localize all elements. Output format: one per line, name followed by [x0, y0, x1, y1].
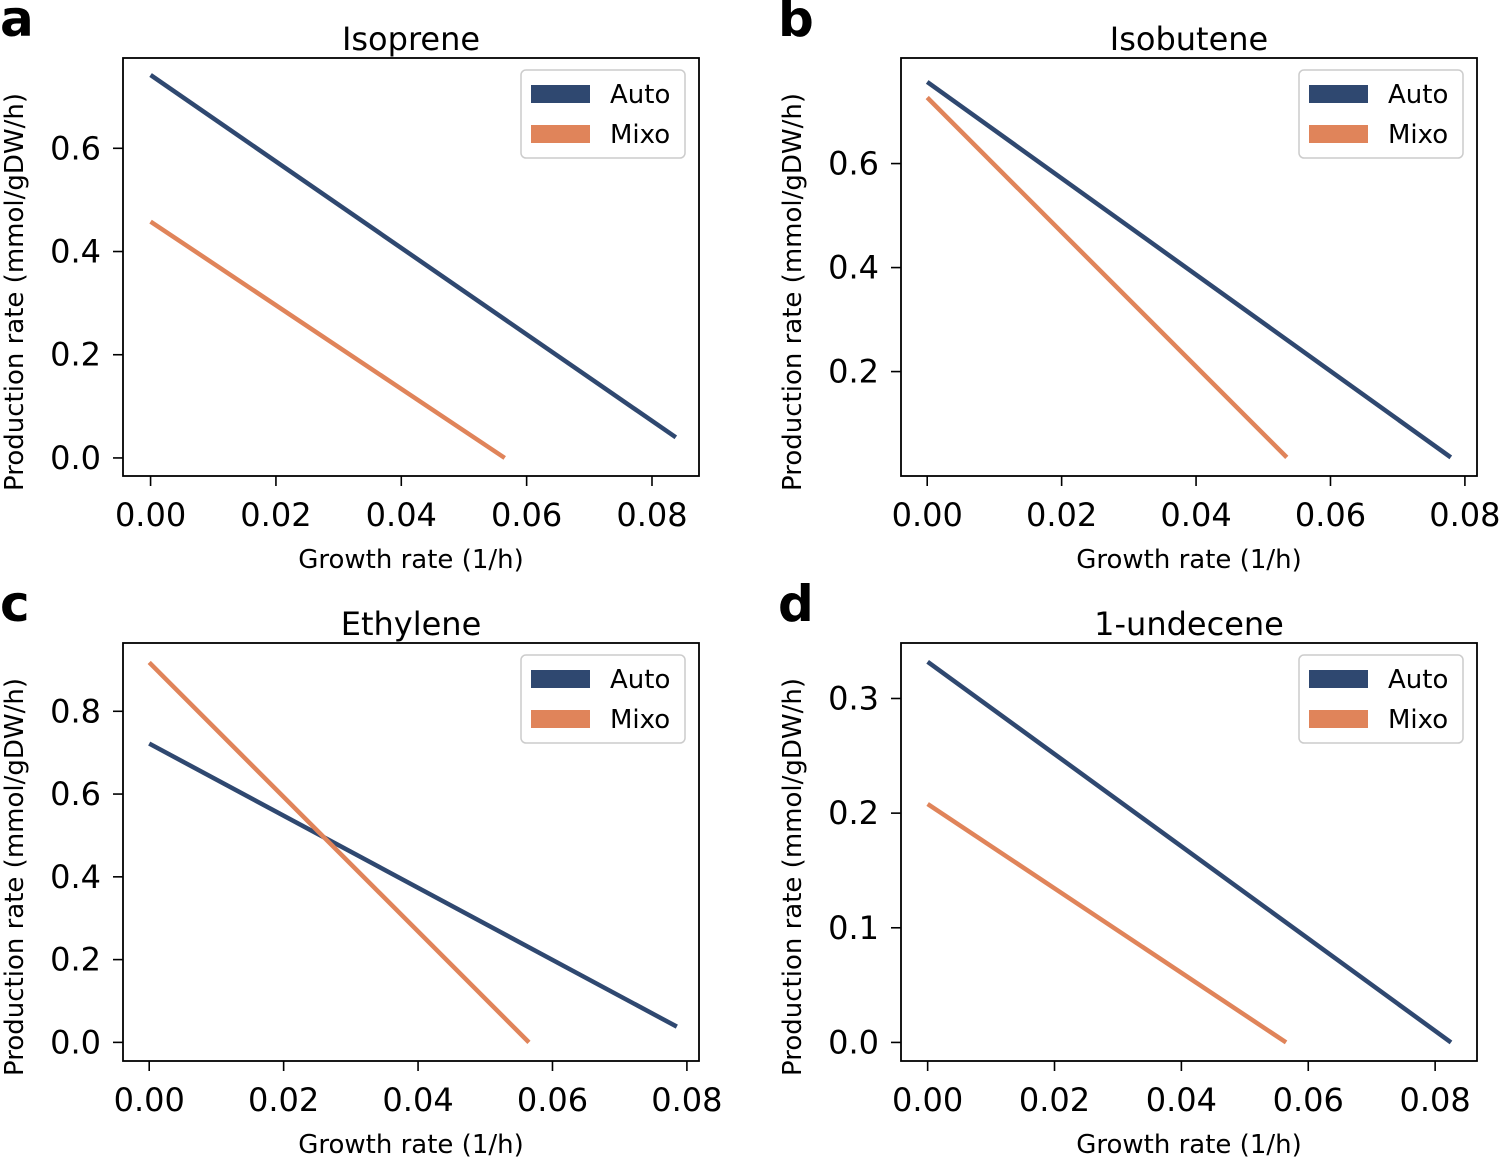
x-axis-label: Growth rate (1/h) — [1076, 1130, 1302, 1157]
series-line-mixo — [926, 802, 1288, 1045]
panel-letter: a — [0, 0, 34, 48]
x-tick-label: 0.02 — [1019, 1081, 1090, 1119]
x-axis-label: Growth rate (1/h) — [298, 1130, 524, 1157]
y-tick-label: 0.2 — [828, 794, 879, 832]
x-tick-label: 0.06 — [517, 1081, 588, 1119]
y-tick-label: 0.0 — [50, 439, 101, 477]
series-line-mixo — [149, 219, 506, 460]
legend: Auto Mixo — [1298, 69, 1464, 159]
legend-swatch-mixo — [1309, 125, 1368, 143]
x-tick-label: 0.04 — [366, 496, 437, 534]
x-tick-label: 0.00 — [892, 496, 963, 534]
series-line-auto — [148, 741, 678, 1029]
series-line-auto — [926, 659, 1453, 1045]
legend: Auto Mixo — [520, 654, 686, 744]
x-tick-label: 0.06 — [1273, 1081, 1344, 1119]
y-axis-label: Production rate (mmol/gDW/h) — [0, 678, 30, 1076]
panel-letter: b — [778, 0, 814, 48]
chart-title: Ethylene — [341, 605, 482, 643]
y-tick-label: 0.4 — [828, 249, 879, 287]
legend-swatch-mixo — [531, 710, 590, 728]
x-tick-label: 0.06 — [491, 496, 562, 534]
chart-title: Isobutene — [1110, 20, 1268, 58]
y-axis-label: Production rate (mmol/gDW/h) — [778, 678, 808, 1076]
x-axis-label: Growth rate (1/h) — [298, 545, 524, 575]
x-tick-label: 0.08 — [1429, 496, 1500, 534]
y-tick-label: 0.4 — [50, 858, 101, 896]
x-tick-label: 0.02 — [248, 1081, 319, 1119]
x-tick-label: 0.00 — [892, 1081, 963, 1119]
series-line-auto — [149, 73, 678, 440]
legend-swatch-mixo — [531, 125, 590, 143]
chart-panel-c: 0.00 0.02 0.04 0.06 0.08 0.0 0.2 0.4 0.6 0.8 Growt… — [0, 575, 723, 1157]
series-line-mixo — [147, 660, 531, 1044]
chart-title: Isoprene — [342, 20, 480, 58]
y-tick-label: 0.2 — [50, 336, 101, 374]
y-tick-label: 0.8 — [50, 692, 101, 730]
y-tick-label: 0.2 — [50, 941, 101, 979]
legend-label-mixo: Mixo — [610, 120, 670, 150]
legend-label-mixo: Mixo — [610, 705, 670, 735]
x-tick-label: 0.00 — [115, 496, 186, 534]
x-tick-label: 0.08 — [651, 1081, 722, 1119]
legend: Auto Mixo — [520, 69, 686, 159]
legend-swatch-auto — [531, 670, 590, 688]
x-tick-label: 0.04 — [382, 1081, 453, 1119]
legend: Auto Mixo — [1298, 654, 1464, 744]
x-tick-label: 0.06 — [1295, 496, 1366, 534]
y-tick-label: 0.6 — [50, 129, 101, 167]
legend-swatch-mixo — [1309, 710, 1368, 728]
series-line-auto — [925, 80, 1453, 460]
y-tick-label: 0.1 — [828, 909, 879, 947]
panel-letter: d — [778, 575, 814, 633]
y-axis-label: Production rate (mmol/gDW/h) — [0, 93, 30, 491]
axes-frame — [122, 642, 700, 1062]
series-line-mixo — [925, 95, 1289, 459]
x-tick-label: 0.04 — [1146, 1081, 1217, 1119]
x-tick-label: 0.02 — [240, 496, 311, 534]
legend-swatch-auto — [1309, 670, 1368, 688]
chart-panel-a: 0.00 0.02 0.04 0.06 0.08 0.0 0.2 0.4 0.6 Growth r… — [0, 0, 700, 575]
chart-panel-d: 0.00 0.02 0.04 0.06 0.08 0.0 0.1 0.2 0.3 Growth r… — [778, 575, 1478, 1157]
y-tick-label: 0.2 — [828, 353, 879, 391]
legend-swatch-auto — [1309, 85, 1368, 103]
legend-label-auto: Auto — [1388, 665, 1448, 695]
y-tick-label: 0.0 — [828, 1023, 879, 1061]
y-axis-label: Production rate (mmol/gDW/h) — [778, 93, 808, 491]
legend-label-auto: Auto — [610, 80, 670, 110]
axes-frame — [122, 57, 700, 477]
x-tick-label: 0.00 — [114, 1081, 185, 1119]
legend-label-mixo: Mixo — [1388, 120, 1448, 150]
chart-panel-b: 0.00 0.02 0.04 0.06 0.08 0.2 0.4 0.6 Growth rate… — [778, 0, 1500, 575]
y-tick-label: 0.6 — [828, 145, 879, 183]
legend-label-auto: Auto — [1388, 80, 1448, 110]
axes-frame — [900, 642, 1478, 1062]
y-tick-label: 0.3 — [828, 679, 879, 717]
x-tick-label: 0.08 — [1400, 1081, 1471, 1119]
x-tick-label: 0.08 — [616, 496, 687, 534]
x-axis-label: Growth rate (1/h) — [1076, 545, 1302, 575]
y-tick-label: 0.4 — [50, 233, 101, 271]
x-tick-label: 0.04 — [1160, 496, 1231, 534]
y-tick-label: 0.6 — [50, 775, 101, 813]
x-tick-label: 0.02 — [1026, 496, 1097, 534]
chart-title: 1-undecene — [1094, 605, 1284, 643]
legend-label-auto: Auto — [610, 665, 670, 695]
legend-label-mixo: Mixo — [1388, 705, 1448, 735]
y-tick-label: 0.0 — [50, 1023, 101, 1061]
legend-swatch-auto — [531, 85, 590, 103]
panel-letter: c — [0, 575, 30, 633]
